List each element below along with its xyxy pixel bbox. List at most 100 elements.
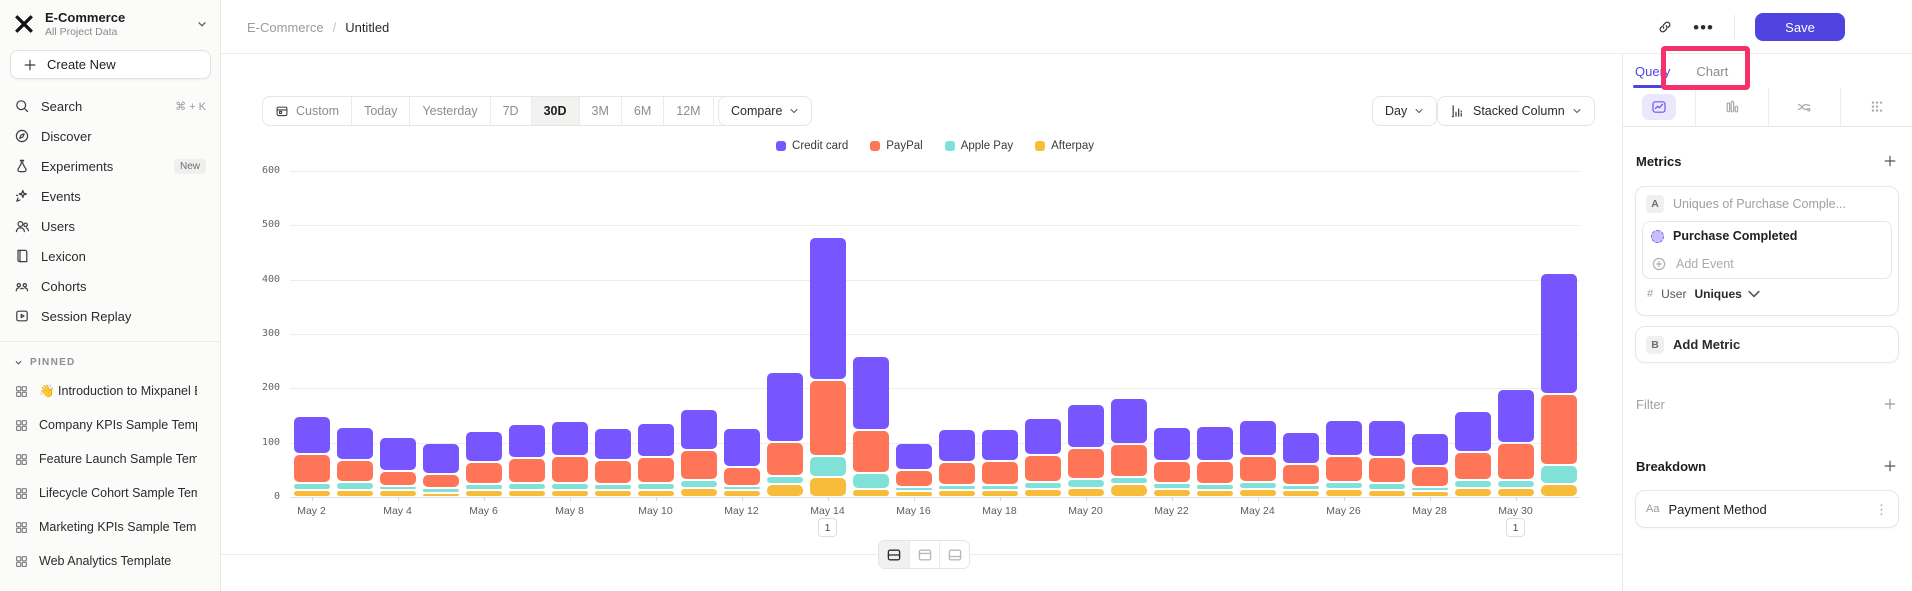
bar-may-17[interactable] bbox=[938, 171, 975, 497]
x-tick bbox=[655, 497, 657, 501]
create-new-button[interactable]: Create New bbox=[10, 50, 211, 79]
sidebar-item-users[interactable]: Users bbox=[0, 211, 220, 241]
annotation-badge-may-14[interactable]: 1 bbox=[818, 518, 837, 537]
tab-insights[interactable] bbox=[1623, 88, 1695, 126]
bar-may-14[interactable] bbox=[809, 171, 846, 497]
pinned-item-introduction-to-mixpanel-bo[interactable]: 👋 Introduction to Mixpanel Bo bbox=[0, 374, 220, 408]
bar-segment-paypal bbox=[1067, 448, 1104, 479]
bar-may-30[interactable] bbox=[1497, 171, 1534, 497]
bar-may-28[interactable] bbox=[1411, 171, 1448, 497]
bottom-panel-layout-button[interactable] bbox=[939, 541, 969, 568]
bar-may-24[interactable] bbox=[1239, 171, 1276, 497]
bar-may-13[interactable] bbox=[766, 171, 803, 497]
bar-segment-apple-pay bbox=[1110, 478, 1147, 483]
metric-b-card[interactable]: B Add Metric bbox=[1635, 326, 1899, 363]
bar-segment-afterpay bbox=[809, 477, 846, 496]
legend-item-afterpay[interactable]: Afterpay bbox=[1035, 140, 1094, 152]
annotation-badge-may-30[interactable]: 1 bbox=[1506, 518, 1525, 537]
tab-chart[interactable]: Chart bbox=[1696, 63, 1729, 79]
bar-segment-afterpay bbox=[465, 491, 502, 496]
sidebar-item-cohorts[interactable]: Cohorts bbox=[0, 271, 220, 301]
pinned-item-label: Feature Launch Sample Templa bbox=[39, 452, 197, 466]
sidebar-item-experiments[interactable]: Experiments New bbox=[0, 151, 220, 181]
add-event-row[interactable]: Add Event bbox=[1643, 250, 1891, 278]
date-range-6m[interactable]: 6M bbox=[620, 97, 663, 125]
kebab-menu-icon[interactable]: ⋮ bbox=[1875, 501, 1888, 517]
date-range-yesterday[interactable]: Yesterday bbox=[409, 97, 489, 125]
sidebar-item-label: Session Replay bbox=[41, 308, 132, 324]
date-range-today[interactable]: Today bbox=[351, 97, 409, 125]
top-panel-layout-button[interactable] bbox=[909, 541, 939, 568]
sidebar-item-session-replay[interactable]: Session Replay bbox=[0, 301, 220, 331]
project-switcher[interactable]: E-Commerce All Project Data bbox=[0, 0, 220, 46]
bar-may-9[interactable] bbox=[594, 171, 631, 497]
bar-may-22[interactable] bbox=[1153, 171, 1190, 497]
bar-may-21[interactable] bbox=[1110, 171, 1147, 497]
bar-may-12[interactable] bbox=[723, 171, 760, 497]
granularity-dropdown[interactable]: Day bbox=[1372, 96, 1438, 126]
bar-may-15[interactable] bbox=[852, 171, 889, 497]
split-rows-layout-button[interactable] bbox=[879, 541, 909, 568]
bar-may-5[interactable] bbox=[422, 171, 459, 497]
date-range-custom[interactable]: Custom bbox=[263, 97, 351, 125]
date-range-12m[interactable]: 12M bbox=[663, 97, 712, 125]
event-row-purchase-completed[interactable]: Purchase Completed bbox=[1643, 222, 1891, 250]
save-button[interactable]: Save bbox=[1755, 13, 1845, 41]
legend-item-credit-card[interactable]: Credit card bbox=[776, 140, 848, 152]
sidebar-item-events[interactable]: Events bbox=[0, 181, 220, 211]
bar-may-11[interactable] bbox=[680, 171, 717, 497]
sidebar-item-discover[interactable]: Discover bbox=[0, 121, 220, 151]
bar-may-31[interactable] bbox=[1540, 171, 1577, 497]
date-range-30d[interactable]: 30D bbox=[530, 97, 579, 125]
bar-segment-apple-pay bbox=[1196, 484, 1233, 489]
measure-entity[interactable]: User bbox=[1661, 287, 1687, 301]
date-range-7d[interactable]: 7D bbox=[489, 97, 531, 125]
chart-type-dropdown[interactable]: Stacked Column bbox=[1437, 96, 1595, 126]
sidebar-item-lexicon[interactable]: Lexicon bbox=[0, 241, 220, 271]
split-rows-layout-icon bbox=[886, 547, 902, 563]
date-range-3m[interactable]: 3M bbox=[578, 97, 621, 125]
bar-may-10[interactable] bbox=[637, 171, 674, 497]
bar-may-19[interactable] bbox=[1024, 171, 1061, 497]
add-metric-plus-icon[interactable] bbox=[1882, 153, 1898, 169]
breadcrumb-project-link[interactable]: E-Commerce bbox=[247, 19, 324, 35]
sidebar-item-search[interactable]: Search ⌘ + K bbox=[0, 91, 220, 121]
tab-query[interactable]: Query bbox=[1632, 54, 1673, 88]
bar-may-8[interactable] bbox=[551, 171, 588, 497]
bar-may-2[interactable] bbox=[293, 171, 330, 497]
pinned-section-toggle[interactable]: PINNED bbox=[0, 350, 220, 374]
more-icon[interactable]: ••• bbox=[1693, 17, 1714, 37]
link-icon[interactable] bbox=[1657, 19, 1673, 35]
pinned-item-company-kpis-sample-templat[interactable]: Company KPIs Sample Templat bbox=[0, 408, 220, 442]
bar-may-20[interactable] bbox=[1067, 171, 1104, 497]
pinned-item-web-analytics-template[interactable]: Web Analytics Template bbox=[0, 544, 220, 578]
pinned-item-marketing-kpis-sample-templat[interactable]: Marketing KPIs Sample Templat bbox=[0, 510, 220, 544]
bar-may-25[interactable] bbox=[1282, 171, 1319, 497]
pinned-item-lifecycle-cohort-sample-temp[interactable]: Lifecycle Cohort Sample Temp bbox=[0, 476, 220, 510]
measure-type-dropdown[interactable]: Uniques bbox=[1694, 286, 1761, 302]
bar-segment-apple-pay bbox=[379, 486, 416, 490]
breakdown-card[interactable]: Aa Payment Method ⋮ bbox=[1635, 490, 1899, 528]
bar-may-23[interactable] bbox=[1196, 171, 1233, 497]
tab-funnels[interactable] bbox=[1694, 88, 1768, 126]
bar-may-26[interactable] bbox=[1325, 171, 1362, 497]
add-filter-plus-icon[interactable] bbox=[1882, 396, 1898, 412]
tab-retention[interactable] bbox=[1840, 88, 1912, 126]
bar-may-6[interactable] bbox=[465, 171, 502, 497]
bar-may-16[interactable] bbox=[895, 171, 932, 497]
metric-a-header[interactable]: A Uniques of Purchase Comple... bbox=[1636, 187, 1898, 221]
pinned-item-feature-launch-sample-templa[interactable]: Feature Launch Sample Templa bbox=[0, 442, 220, 476]
tab-flows[interactable] bbox=[1767, 88, 1841, 126]
compare-button[interactable]: Compare bbox=[718, 96, 813, 126]
legend-item-paypal[interactable]: PayPal bbox=[870, 140, 923, 152]
bar-may-3[interactable] bbox=[336, 171, 373, 497]
bar-may-4[interactable] bbox=[379, 171, 416, 497]
bar-may-27[interactable] bbox=[1368, 171, 1405, 497]
legend-item-apple-pay[interactable]: Apple Pay bbox=[944, 140, 1013, 152]
bar-segment-afterpay bbox=[379, 491, 416, 496]
add-breakdown-plus-icon[interactable] bbox=[1882, 458, 1898, 474]
bar-may-18[interactable] bbox=[981, 171, 1018, 497]
x-axis-label-may-10: May 10 bbox=[638, 505, 673, 517]
bar-may-29[interactable] bbox=[1454, 171, 1491, 497]
bar-may-7[interactable] bbox=[508, 171, 545, 497]
